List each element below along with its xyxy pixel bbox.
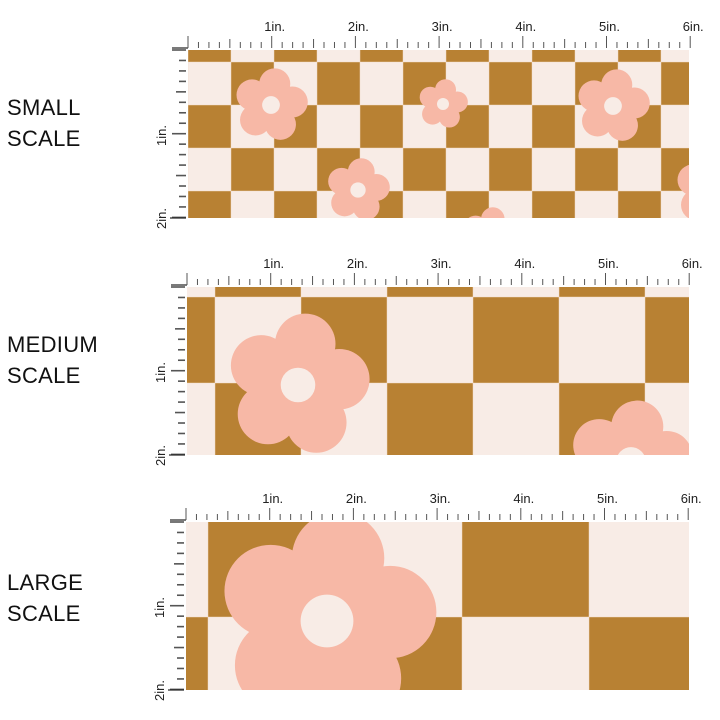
check-square bbox=[188, 50, 231, 62]
check-square bbox=[186, 617, 208, 690]
large-label-line2: SCALE bbox=[7, 601, 81, 626]
large-vertical-ruler bbox=[168, 521, 184, 691]
check-square bbox=[489, 148, 532, 191]
medium-scale-label: MEDIUM SCALE bbox=[7, 329, 98, 391]
flower-icon bbox=[328, 158, 390, 218]
flower-icon bbox=[468, 207, 505, 218]
check-square bbox=[446, 191, 489, 218]
check-square bbox=[618, 191, 661, 218]
check-square bbox=[661, 62, 689, 105]
flower-icon bbox=[677, 164, 689, 218]
check-square bbox=[489, 62, 532, 105]
check-square bbox=[446, 50, 489, 62]
check-square bbox=[387, 287, 473, 297]
medium-label-line1: MEDIUM bbox=[7, 332, 99, 357]
check-square bbox=[532, 50, 575, 62]
check-square bbox=[215, 287, 301, 297]
check-square bbox=[532, 105, 575, 148]
small-vertical-ruler bbox=[170, 49, 186, 219]
large-scale-label: LARGE SCALE bbox=[7, 567, 83, 629]
small-ruler-label-6in: 6in. bbox=[682, 19, 704, 34]
large-ruler-label-4in: 4in. bbox=[513, 491, 535, 506]
check-square bbox=[187, 297, 215, 383]
medium-label-line2: SCALE bbox=[7, 363, 81, 388]
medium-ruler-label-4in: 4in. bbox=[514, 256, 536, 271]
check-square bbox=[274, 191, 317, 218]
medium-horizontal-ruler bbox=[171, 273, 690, 286]
medium-pattern bbox=[187, 287, 689, 455]
large-ruler-label-2in: 2in. bbox=[345, 491, 367, 506]
small-ruler-label-4in: 4in. bbox=[515, 19, 537, 34]
medium-vruler-label-1in: 1in. bbox=[153, 361, 168, 383]
check-square bbox=[618, 50, 661, 62]
flower-icon bbox=[224, 522, 437, 690]
check-square bbox=[231, 148, 274, 191]
check-square bbox=[317, 62, 360, 105]
check-square bbox=[462, 522, 589, 617]
small-ruler-label-2in: 2in. bbox=[347, 19, 369, 34]
small-vruler-label-1in: 1in. bbox=[154, 124, 169, 146]
large-ruler-label-3in: 3in. bbox=[429, 491, 451, 506]
check-square bbox=[188, 105, 231, 148]
medium-vruler-label-2in: 2in. bbox=[153, 445, 168, 467]
small-vruler-label-2in: 2in. bbox=[154, 208, 169, 230]
medium-ruler-label-5in: 5in. bbox=[598, 256, 619, 271]
check-square bbox=[360, 105, 403, 148]
small-ruler-label-5in: 5in. bbox=[599, 19, 620, 34]
check-square bbox=[559, 287, 645, 297]
check-square bbox=[473, 297, 559, 383]
check-square bbox=[274, 50, 317, 62]
small-label-line1: SMALL bbox=[7, 95, 81, 120]
check-square bbox=[188, 191, 231, 218]
large-vruler-label-2in: 2in. bbox=[152, 680, 167, 702]
large-ruler-label-6in: 6in. bbox=[680, 491, 702, 506]
large-vruler-label-1in: 1in. bbox=[152, 596, 167, 618]
medium-ruler-label-1in: 1in. bbox=[263, 256, 285, 271]
large-horizontal-ruler bbox=[170, 508, 689, 521]
small-ruler-label-1in: 1in. bbox=[264, 19, 286, 34]
flower-icon bbox=[236, 68, 308, 140]
medium-ruler-label-6in: 6in. bbox=[681, 256, 703, 271]
flower-icon bbox=[419, 79, 468, 128]
small-ruler-label-3in: 3in. bbox=[431, 19, 453, 34]
medium-vertical-ruler bbox=[169, 286, 185, 456]
small-pattern bbox=[188, 50, 689, 218]
check-square bbox=[403, 148, 446, 191]
flower-icon bbox=[578, 69, 650, 141]
check-square bbox=[360, 50, 403, 62]
check-square bbox=[589, 617, 689, 690]
large-ruler-label-1in: 1in. bbox=[262, 491, 284, 506]
small-label-line2: SCALE bbox=[7, 126, 81, 151]
check-square bbox=[532, 191, 575, 218]
flower-icon bbox=[573, 400, 689, 455]
large-pattern bbox=[186, 522, 689, 690]
check-square bbox=[645, 297, 689, 383]
flower-icon bbox=[230, 313, 370, 453]
small-scale-label: SMALL SCALE bbox=[7, 92, 81, 154]
large-ruler-label-5in: 5in. bbox=[597, 491, 618, 506]
medium-ruler-label-2in: 2in. bbox=[346, 256, 368, 271]
small-horizontal-ruler bbox=[172, 36, 691, 49]
large-label-line1: LARGE bbox=[7, 570, 84, 595]
check-square bbox=[575, 148, 618, 191]
check-square bbox=[387, 383, 473, 455]
medium-ruler-label-3in: 3in. bbox=[430, 256, 452, 271]
